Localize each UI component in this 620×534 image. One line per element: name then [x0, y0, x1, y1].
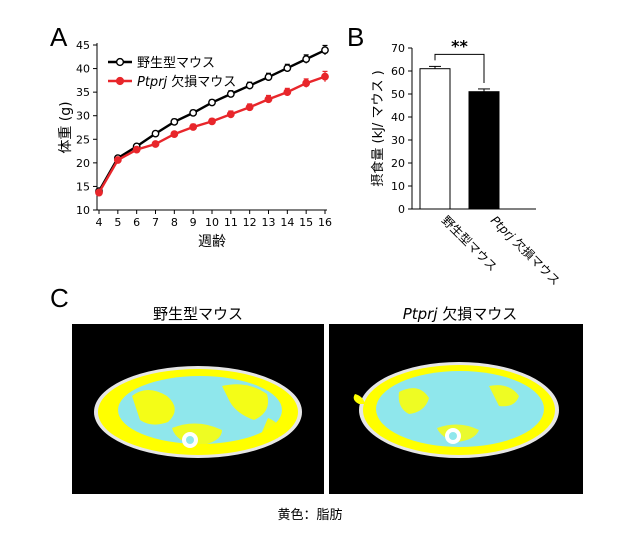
x-tick-label: 11 — [224, 216, 238, 229]
x-tick-label: 6 — [133, 216, 140, 229]
x-tick-label: 9 — [190, 216, 197, 229]
data-point — [95, 188, 103, 197]
ct-title-knockout: Ptprj 欠損マウス — [330, 303, 590, 324]
panel-label-c: C — [50, 283, 69, 313]
y-tick-label: 0 — [398, 203, 405, 216]
data-point — [208, 98, 216, 107]
y-tick-label: 40 — [391, 111, 405, 124]
data-point — [245, 103, 254, 112]
y-tick-label: 35 — [76, 86, 90, 99]
ct-title-knockout-text: 欠損マウス — [437, 305, 518, 323]
x-tick-label: 16 — [318, 216, 332, 229]
panel-label-a: A — [50, 22, 68, 52]
y-tick-label: 45 — [76, 39, 90, 52]
x-tick-label: 10 — [205, 216, 219, 229]
ct-fat-region — [262, 418, 280, 440]
y-tick-label: 10 — [76, 204, 90, 217]
legend-marker — [115, 76, 125, 86]
figure-caption: 黄色：脂肪 — [277, 508, 343, 523]
y-tick-label: 20 — [76, 157, 90, 170]
x-axis-label: 週齢 — [198, 234, 226, 250]
data-point — [302, 79, 311, 88]
y-tick-label: 40 — [76, 63, 90, 76]
panel-label-b: B — [347, 22, 365, 52]
y-tick-label: 50 — [391, 88, 405, 101]
ct-title-gene: Ptprj — [402, 305, 438, 323]
significance-bracket — [434, 53, 485, 83]
data-point — [151, 129, 160, 138]
data-point — [283, 88, 292, 97]
legend-marker — [115, 57, 125, 67]
legend-label: Ptprj 欠損マウス — [137, 74, 236, 90]
ct-spinal-canal — [186, 436, 194, 444]
ct-fat-region — [353, 394, 365, 404]
ct-cross-section-wild-type — [94, 366, 302, 458]
y-tick-label: 15 — [76, 180, 90, 193]
data-point — [302, 55, 311, 64]
y-axis-label: 体重 (g) — [58, 101, 74, 153]
legend-label: 野生型マウス — [137, 56, 215, 71]
ct-scan-knockout — [329, 324, 583, 494]
ct-spinal-canal — [449, 432, 457, 440]
bar — [419, 68, 451, 210]
ct-title-wild-type: 野生型マウス — [152, 305, 243, 323]
x-tick-label-text: 欠損マウス — [508, 232, 564, 288]
data-point — [321, 46, 329, 55]
x-tick-label: 14 — [280, 216, 294, 229]
data-point — [208, 117, 216, 126]
data-point — [170, 117, 179, 126]
legend-label-italic: Ptprj — [137, 75, 168, 90]
data-point — [226, 110, 235, 119]
x-tick-label: 5 — [114, 216, 121, 229]
y-tick-label: 60 — [391, 65, 405, 78]
ct-cross-section-knockout — [353, 362, 559, 458]
y-axis-label: 摂食量 (kJ/ マウス ) — [370, 70, 386, 186]
data-point — [132, 145, 141, 154]
data-point — [321, 72, 329, 81]
data-point — [245, 81, 254, 90]
x-tick-label: 4 — [96, 216, 103, 229]
x-tick-label: 12 — [243, 216, 257, 229]
y-tick-label: 25 — [76, 133, 90, 146]
ct-fat-region — [489, 385, 519, 407]
significance-marker: ** — [451, 36, 468, 55]
data-point — [151, 140, 160, 148]
y-tick-label: 70 — [391, 42, 405, 55]
y-tick-label: 30 — [76, 110, 90, 123]
x-tick-label: 8 — [171, 216, 178, 229]
y-tick-label: 20 — [391, 157, 405, 170]
x-tick-label: 13 — [262, 216, 276, 229]
legend-label-text: 欠損マウス — [167, 74, 236, 90]
data-point — [264, 73, 273, 81]
ct-fat-region — [222, 384, 269, 420]
data-point — [226, 90, 235, 98]
ct-fat-region — [398, 388, 429, 414]
data-point — [264, 95, 273, 104]
y-tick-label: 30 — [391, 134, 405, 147]
data-point — [189, 108, 198, 117]
x-tick-label: 7 — [152, 216, 159, 229]
ct-fat-region — [132, 390, 175, 425]
ct-scan-wild-type — [72, 324, 324, 494]
data-point — [189, 123, 198, 131]
series-line — [97, 75, 326, 194]
data-point — [283, 64, 292, 73]
data-point — [170, 130, 179, 139]
data-point — [113, 156, 122, 164]
bar — [468, 91, 500, 210]
x-tick-label: 15 — [299, 216, 313, 229]
y-tick-label: 10 — [391, 180, 405, 193]
x-tick-label: Ptprj 欠損マウス — [488, 213, 563, 288]
